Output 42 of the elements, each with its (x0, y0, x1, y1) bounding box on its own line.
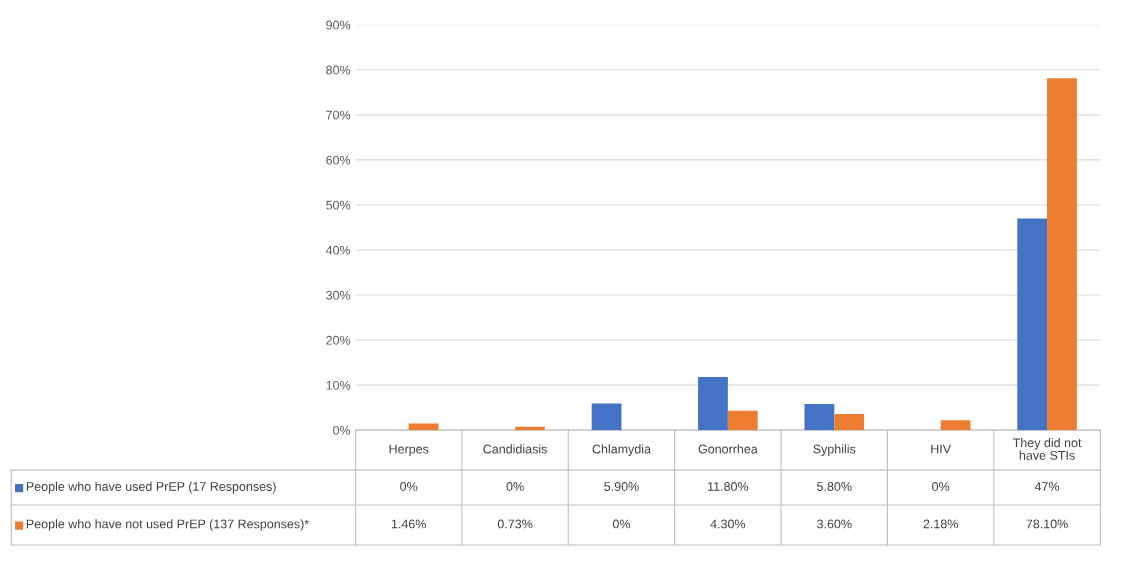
y-tick-label: 0% (333, 425, 351, 435)
y-tick-label: 40% (325, 245, 351, 255)
bar (804, 404, 835, 431)
legend-label: People who have not used PrEP (137 Responses)* (26, 519, 309, 531)
bar (1017, 218, 1048, 431)
x-tick-label: Chlamydia (592, 444, 652, 456)
bar (1047, 78, 1077, 431)
x-tick-label: They did not have STIs (1012, 438, 1082, 460)
y-tick-label: 90% (326, 20, 351, 30)
data-label: 4.30% (710, 519, 746, 529)
data-label: 0% (506, 482, 524, 491)
y-tick-label: 70% (326, 110, 351, 120)
bar (515, 426, 545, 431)
data-label: 47% (1034, 482, 1060, 491)
y-tick-label: 10% (326, 380, 351, 390)
y-tick-label: 50% (326, 200, 351, 210)
bar (940, 420, 971, 431)
legend-label: People who have used PrEP (17 Responses) (26, 481, 276, 494)
y-tick-label: 60% (326, 155, 351, 165)
bar (727, 410, 758, 431)
x-tick-label: Syphilis (813, 444, 856, 456)
data-label: 0% (932, 482, 950, 491)
data-label: 0% (400, 482, 418, 491)
bar (591, 403, 622, 431)
data-label: 11.80% (708, 482, 749, 491)
y-tick-label: 30% (326, 290, 351, 300)
y-tick-label: 80% (326, 65, 351, 75)
bar (834, 413, 865, 431)
x-tick-label: Candidiasis (483, 444, 547, 454)
data-label: 3.60% (817, 519, 852, 529)
bar (698, 376, 728, 431)
data-label: 5.90% (604, 482, 639, 491)
data-label: 1.46% (391, 519, 426, 529)
data-label: 0% (612, 519, 631, 529)
data-label: 0.73% (497, 519, 533, 529)
x-tick-label: HIV (931, 444, 952, 454)
data-label: 5.80% (817, 482, 852, 491)
data-label: 2.18% (923, 519, 958, 529)
y-tick-label: 20% (326, 335, 351, 345)
data-label: 78.10% (1026, 519, 1068, 529)
x-tick-label: Gonorrhea (698, 444, 758, 454)
x-tick-label: Herpes (389, 444, 429, 456)
